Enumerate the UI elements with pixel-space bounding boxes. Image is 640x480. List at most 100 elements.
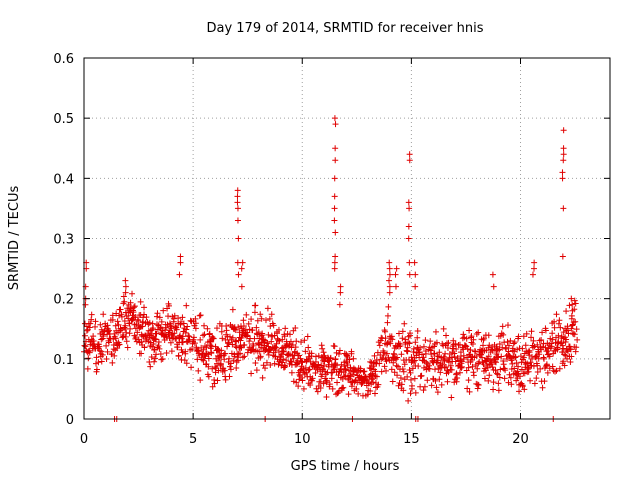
data-point xyxy=(114,318,121,325)
data-point xyxy=(200,357,207,364)
data-point xyxy=(516,373,523,380)
data-point xyxy=(386,283,393,290)
data-point xyxy=(163,324,170,331)
data-point xyxy=(523,330,530,337)
data-point xyxy=(238,283,245,290)
data-point xyxy=(473,330,480,337)
data-point xyxy=(130,304,137,311)
data-point xyxy=(300,385,307,392)
data-point xyxy=(549,336,556,343)
data-point xyxy=(560,157,567,164)
data-point xyxy=(353,369,360,376)
data-point xyxy=(540,355,547,362)
data-point xyxy=(556,317,563,324)
data-point xyxy=(572,300,579,307)
data-point xyxy=(490,379,497,386)
data-point xyxy=(383,358,390,365)
data-point xyxy=(539,329,546,336)
data-point xyxy=(539,384,546,391)
data-point xyxy=(560,145,567,152)
data-point xyxy=(329,385,336,392)
data-point xyxy=(240,317,247,324)
data-point xyxy=(407,330,414,337)
data-point xyxy=(528,328,535,335)
data-point xyxy=(121,298,128,305)
data-point xyxy=(335,388,342,395)
data-point xyxy=(99,351,106,358)
data-point xyxy=(309,375,316,382)
data-point xyxy=(465,377,472,384)
data-point xyxy=(125,315,132,322)
data-point xyxy=(521,386,528,393)
data-point xyxy=(158,318,165,325)
data-point xyxy=(501,375,508,382)
data-point xyxy=(147,339,154,346)
data-point xyxy=(420,343,427,350)
data-point xyxy=(222,336,229,343)
data-point xyxy=(307,382,314,389)
data-point xyxy=(118,313,125,320)
data-point xyxy=(566,302,573,309)
data-point xyxy=(444,344,451,351)
data-point xyxy=(304,333,311,340)
data-point xyxy=(123,338,130,345)
data-point xyxy=(337,283,344,290)
data-point xyxy=(568,315,575,322)
data-point xyxy=(109,359,116,366)
data-point xyxy=(421,383,428,390)
data-point xyxy=(347,373,354,380)
data-point xyxy=(441,364,448,371)
data-point xyxy=(447,362,454,369)
data-point xyxy=(262,317,269,324)
data-point xyxy=(165,313,172,320)
data-point xyxy=(197,312,204,319)
data-point xyxy=(528,334,535,341)
data-point xyxy=(384,312,391,319)
data-point xyxy=(286,331,293,338)
data-point xyxy=(273,340,280,347)
data-point xyxy=(83,327,90,334)
data-point xyxy=(337,289,344,296)
data-point xyxy=(553,311,560,318)
data-point xyxy=(167,339,174,346)
data-point xyxy=(209,383,216,390)
data-point xyxy=(466,388,473,395)
data-point xyxy=(411,357,418,364)
data-point xyxy=(97,321,104,328)
data-point xyxy=(194,347,201,354)
data-point xyxy=(383,350,390,357)
data-point xyxy=(398,351,405,358)
data-point xyxy=(494,371,501,378)
data-point xyxy=(493,350,500,357)
data-point xyxy=(502,367,509,374)
data-point xyxy=(485,332,492,339)
data-point xyxy=(393,265,400,272)
data-point xyxy=(406,157,413,164)
data-point xyxy=(560,358,567,365)
data-point xyxy=(378,368,385,375)
data-point xyxy=(226,373,233,380)
data-point xyxy=(548,343,555,350)
data-point xyxy=(181,357,188,364)
data-point xyxy=(469,363,476,370)
data-point xyxy=(335,351,342,358)
data-point xyxy=(153,330,160,337)
data-point xyxy=(275,326,282,333)
data-point xyxy=(202,343,209,350)
data-point xyxy=(549,363,556,370)
data-point xyxy=(404,373,411,380)
data-point xyxy=(290,355,297,362)
data-point xyxy=(168,348,175,355)
data-point xyxy=(146,319,153,326)
data-point xyxy=(443,363,450,370)
data-point xyxy=(312,369,319,376)
data-point xyxy=(531,259,538,266)
data-point xyxy=(237,350,244,357)
data-point xyxy=(197,336,204,343)
data-point xyxy=(392,283,399,290)
data-point xyxy=(178,346,185,353)
data-point xyxy=(253,367,260,374)
data-point xyxy=(490,283,497,290)
data-point xyxy=(122,283,129,290)
data-point xyxy=(105,327,112,334)
